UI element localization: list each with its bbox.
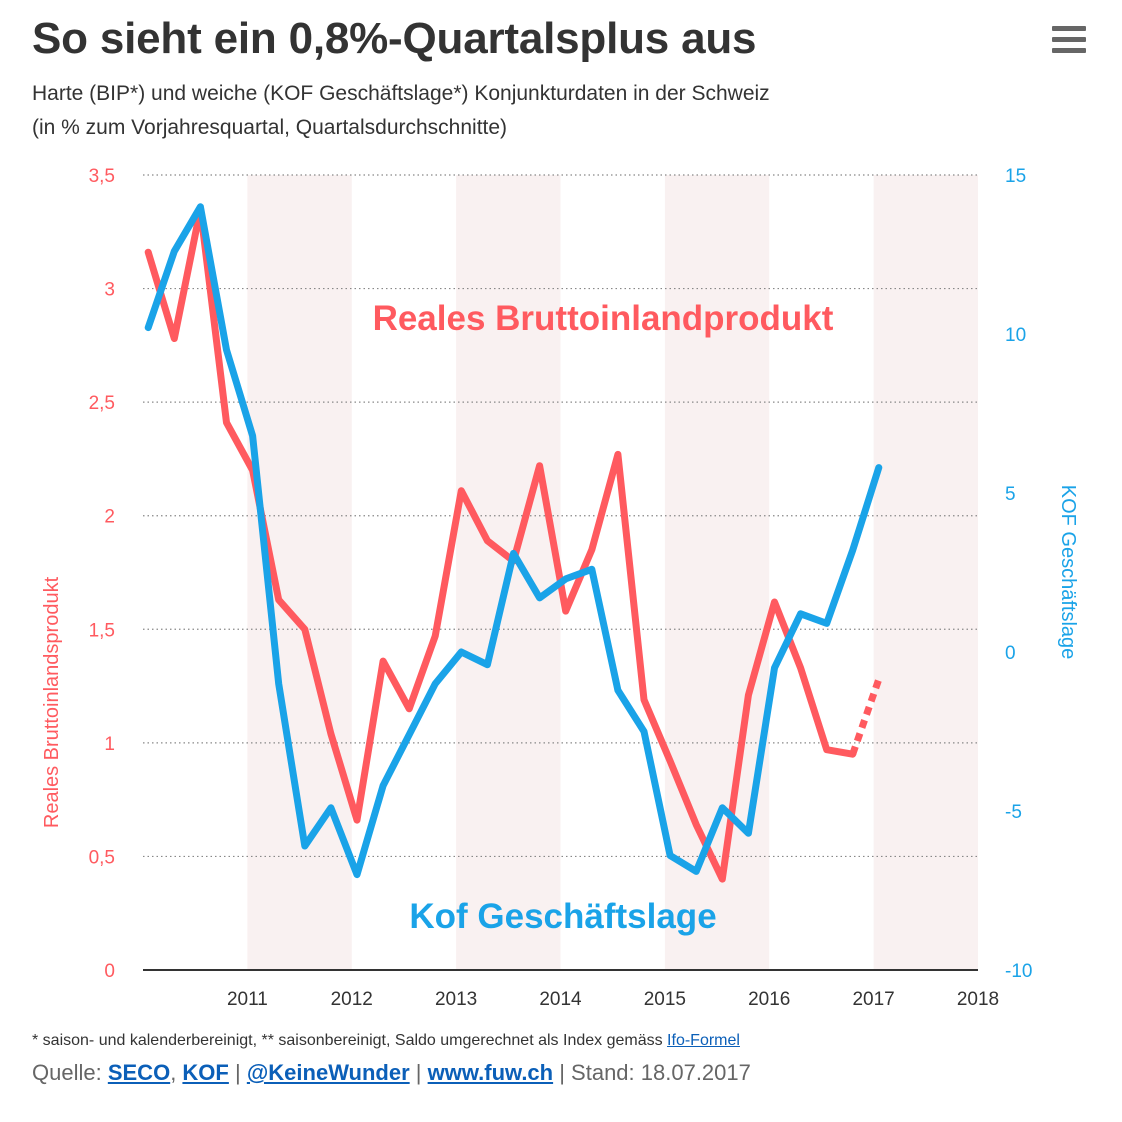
source-separator: , [170,1060,183,1085]
twitter-link[interactable]: @KeineWunder [246,1060,410,1085]
x-tick-label: 2015 [644,989,686,1010]
chart-annotations: Reales Bruttoinlandprodukt Kof Geschäftsl… [373,299,834,936]
seco-link[interactable]: SECO [107,1060,171,1085]
left-axis-title: Reales Bruttoinlandsprodukt [41,576,63,828]
left-tick-label: 3,5 [89,166,115,187]
hamburger-menu-icon[interactable] [1052,26,1086,54]
gdp-series-label: Reales Bruttoinlandprodukt [373,299,834,338]
kof-link[interactable]: KOF [182,1060,229,1085]
kof-series-label: Kof Geschäftslage [409,897,716,936]
footnote-text: * saison- und kalenderbereinigt, ** sais… [32,1032,668,1049]
right-tick-label: 0 [1005,643,1016,664]
x-tick-label: 2012 [331,989,373,1010]
chart-area: 0 0,5 1 1,5 2 2,5 3 3,5 -10 -5 0 5 10 15 2011 2012 2013 2… [41,166,1079,1010]
x-tick-label: 2016 [748,989,790,1010]
left-tick-label: 0 [104,961,115,982]
left-tick-label: 1,5 [89,620,115,641]
x-tick-label: 2013 [435,989,477,1010]
fuw-link[interactable]: www.fuw.ch [427,1060,554,1085]
x-tick-label: 2017 [852,989,894,1010]
x-tick-label: 2011 [227,989,268,1010]
chart-title: So sieht ein 0,8%-Quartalsplus aus [32,14,757,63]
source-separator: | [228,1060,247,1085]
source-line: Quelle: SECO, KOF | @KeineWunder | www.f… [32,1060,751,1086]
axis-ticks: 0 0,5 1 1,5 2 2,5 3 3,5 -10 -5 0 5 10 15 2011 2012 2013 2… [41,166,1079,1010]
right-tick-label: 10 [1005,325,1026,346]
left-tick-label: 2 [104,507,115,528]
right-tick-label: 5 [1005,484,1016,505]
chart-subtitle: Harte (BIP*) und weiche (KOF Geschäftsla… [32,82,770,105]
gridlines [143,174,978,971]
right-tick-label: -5 [1005,802,1022,823]
year-bands [247,175,978,970]
left-tick-label: 2,5 [89,393,115,414]
kof-series-line [144,203,883,879]
left-tick-label: 3 [104,280,115,301]
year-band-2015 [664,175,770,970]
x-tick-label: 2018 [957,989,999,1010]
right-axis-title: KOF Geschäftslage [1057,485,1079,660]
footnote: * saison- und kalenderbereinigt, ** sais… [32,1032,740,1050]
year-band-2011 [247,175,352,970]
left-tick-label: 1 [104,734,115,755]
left-tick-label: 0,5 [89,847,115,868]
source-separator: | [409,1060,428,1085]
right-tick-label: -10 [1005,961,1032,982]
x-tick-label: 2014 [539,989,582,1010]
year-band-2017 [873,175,978,970]
right-tick-label: 15 [1005,166,1026,187]
chart-subtitle-units: (in % zum Vorjahresquartal, Quartalsdurc… [32,116,508,139]
ifo-formel-link[interactable]: Ifo-Formel [667,1032,740,1049]
source-label: Quelle: [32,1060,108,1085]
stand-date: | Stand: 18.07.2017 [553,1060,751,1085]
series-lines [144,203,883,883]
